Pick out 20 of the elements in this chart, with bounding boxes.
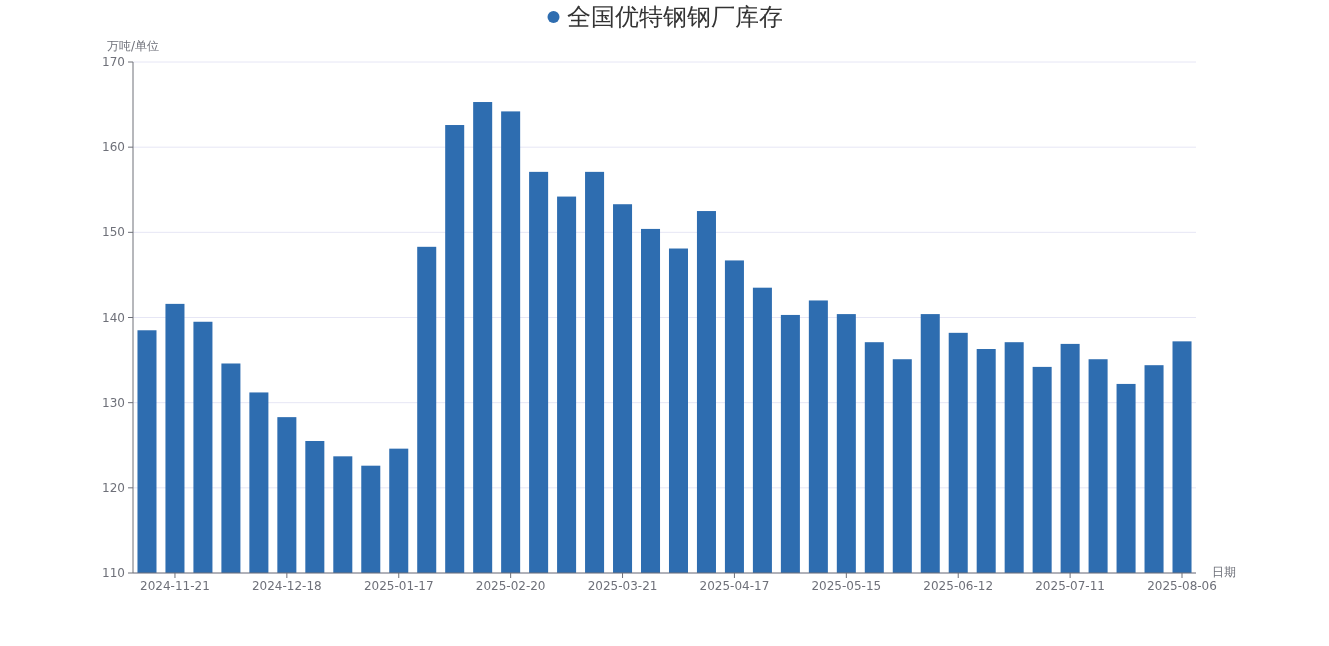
x-tick-label: 2025-04-17 — [699, 579, 770, 593]
x-tick-label: 2025-03-21 — [587, 579, 658, 593]
legend-label: 全国优特钢钢厂库存 — [566, 3, 783, 31]
x-tick-label: 2024-11-21 — [140, 579, 210, 593]
x-tick-label: 2025-07-11 — [1035, 579, 1105, 593]
y-tick-label: 130 — [102, 395, 125, 410]
y-tick-label: 170 — [102, 55, 125, 69]
y-tick-label: 140 — [102, 310, 125, 325]
x-tick-label: 2025-05-15 — [811, 579, 882, 593]
x-tick-label: 2025-06-12 — [923, 579, 994, 593]
x-axis-title: 日期 — [1212, 565, 1236, 579]
y-tick-label: 110 — [102, 566, 125, 580]
y-tick-label: 120 — [102, 480, 125, 495]
y-tick-label: 150 — [102, 225, 125, 240]
y-tick-label: 160 — [102, 140, 125, 155]
x-tick-label: 2025-02-20 — [475, 579, 546, 593]
x-tick-label: 2025-08-06 — [1147, 579, 1217, 593]
x-tick-label: 2025-01-17 — [363, 579, 434, 593]
y-axis-title: 万吨/单位 — [106, 39, 160, 53]
x-tick-label: 2024-12-18 — [251, 579, 322, 593]
